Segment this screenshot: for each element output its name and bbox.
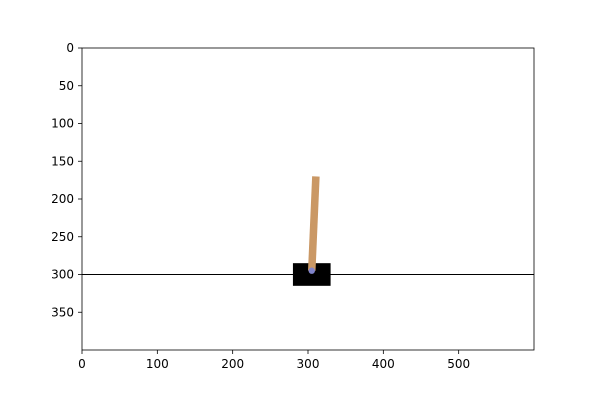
cart [292, 263, 331, 286]
x-tick-label: 0 [78, 357, 86, 371]
x-tick-label: 400 [372, 357, 395, 371]
x-tick-label: 200 [221, 357, 244, 371]
x-axis: 0 100 200 300 400 500 [78, 350, 470, 371]
y-axis: 0 50 100 150 200 250 300 350 [51, 41, 82, 319]
y-tick-label: 150 [51, 154, 74, 168]
y-tick-label: 100 [51, 117, 74, 131]
x-tick-label: 300 [297, 357, 320, 371]
y-tick-label: 350 [51, 305, 74, 319]
y-tick-label: 0 [66, 41, 74, 55]
pole [308, 176, 320, 271]
axle [308, 267, 315, 274]
x-tick-label: 100 [146, 357, 169, 371]
y-tick-label: 300 [51, 268, 74, 282]
y-tick-label: 200 [51, 192, 74, 206]
y-tick-label: 250 [51, 230, 74, 244]
plot-area [82, 48, 534, 350]
y-tick-label: 50 [59, 79, 74, 93]
x-tick-label: 500 [447, 357, 470, 371]
